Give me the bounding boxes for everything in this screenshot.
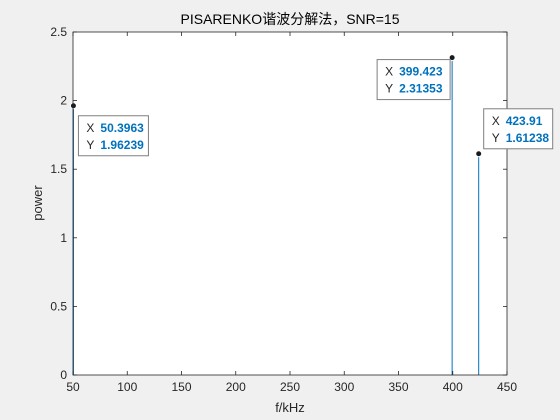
x-tick-label: 200 — [226, 380, 246, 394]
y-axis-label: power — [30, 185, 45, 221]
chart-title: PISARENKO谐波分解法，SNR=15 — [181, 11, 400, 27]
datatip[interactable]: X 50.3963 Y 1.96239 — [77, 115, 149, 157]
x-tick-label: 350 — [388, 380, 408, 394]
y-tick-label: 1.5 — [50, 162, 67, 176]
x-tick-label: 100 — [117, 380, 137, 394]
x-axis-label: f/kHz — [275, 400, 305, 415]
x-tick-label: 450 — [497, 380, 517, 394]
stem-marker — [475, 150, 483, 158]
y-tick-label: 0 — [60, 368, 67, 382]
datatip-box — [77, 115, 149, 157]
y-tick-label: 1 — [60, 231, 67, 245]
datatip[interactable]: X 399.423 Y 2.31353 — [376, 59, 451, 101]
y-tick-label: 2.5 — [50, 25, 67, 39]
y-tick-label: 2 — [60, 94, 67, 108]
stem-marker — [69, 102, 77, 110]
datatip-x-value: 399.423 — [399, 65, 443, 79]
x-tick-label: 50 — [66, 380, 80, 394]
x-tick-label: 400 — [443, 380, 463, 394]
datatip-y-value: 1.61238 — [506, 131, 550, 145]
y-tick-label: 0.5 — [50, 299, 67, 313]
datatip-y-value: 1.96239 — [100, 138, 144, 152]
datatip[interactable]: X 423.91 Y 1.61238 — [483, 108, 554, 150]
datatip-x-label: X — [492, 114, 500, 128]
datatip-box — [376, 59, 451, 101]
datatips: X 50.3963 Y 1.96239 X 399.423 Y 2.31353 X 423.91 Y… — [77, 59, 554, 157]
datatip-x-label: X — [86, 121, 94, 135]
datatip-box — [483, 108, 554, 150]
datatip-y-label: Y — [492, 131, 500, 145]
x-axis-ticks: 50 100 150 200 250 300 350 400 450 — [66, 32, 517, 394]
datatip-x-label: X — [385, 65, 393, 79]
datatip-x-value: 50.3963 — [100, 121, 144, 135]
x-tick-label: 150 — [171, 380, 191, 394]
x-tick-label: 250 — [280, 380, 300, 394]
datatip-y-label: Y — [86, 138, 94, 152]
stem-series — [69, 54, 483, 375]
datatip-y-label: Y — [385, 82, 393, 96]
x-tick-label: 300 — [334, 380, 354, 394]
y-axis-ticks: 0 0.5 1 1.5 2 2.5 — [50, 25, 507, 382]
datatip-x-value: 423.91 — [506, 114, 543, 128]
datatip-y-value: 2.31353 — [399, 82, 443, 96]
